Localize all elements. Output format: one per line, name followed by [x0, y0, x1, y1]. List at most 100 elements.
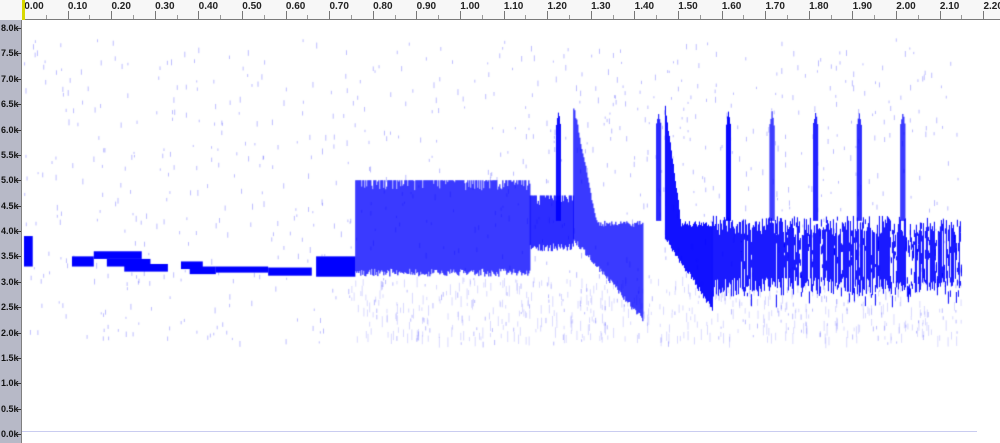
frequency-axis: 8.0k 7.5k 7.0k 6.5k 6.0k 5.5k 5.0k 4.5k 4.0k 3.5k… — [0, 20, 22, 443]
frequency-tick — [16, 205, 21, 207]
time-tick-label: 1.50 — [678, 1, 698, 12]
time-tick — [285, 11, 287, 19]
time-tick — [67, 11, 69, 19]
time-tick — [983, 11, 985, 19]
time-tick-label: 0.20 — [111, 1, 131, 12]
time-tick-label: 0.10 — [67, 1, 88, 12]
time-tick-label: 1.90 — [852, 1, 873, 12]
frequency-tick-label: 4.0k — [1, 226, 19, 236]
time-minor-tick — [263, 15, 265, 19]
time-minor-tick — [89, 15, 91, 19]
frequency-tick-label: 3.0k — [1, 276, 19, 287]
frequency-tick-label: 1.5k — [1, 352, 19, 363]
time-tick-label: 0.60 — [285, 1, 306, 12]
frequency-tick — [16, 434, 21, 435]
frequency-tick — [16, 129, 21, 131]
time-tick-label: 0.00 — [24, 1, 44, 12]
time-tick — [242, 11, 243, 19]
frequency-tick-label: 1.0k — [1, 378, 19, 389]
frequency-tick-label: 6.0k — [1, 124, 19, 135]
time-tick — [721, 11, 723, 19]
frequency-tick-label: 3.5k — [1, 251, 19, 262]
time-tick-label: 1.00 — [460, 1, 480, 12]
frequency-tick-label: 2.5k — [1, 302, 19, 313]
time-minor-tick — [917, 15, 919, 19]
time-minor-tick — [699, 15, 701, 19]
time-minor-tick — [743, 15, 745, 19]
frequency-tick-label: 0.0k — [1, 429, 19, 439]
time-tick — [939, 11, 941, 19]
time-minor-tick — [176, 15, 178, 19]
time-tick — [590, 11, 592, 19]
frequency-tick-label: 7.5k — [1, 48, 19, 59]
frequency-tick — [16, 78, 21, 80]
frequency-tick — [16, 281, 21, 283]
time-ruler[interactable]: 0.00 0.10 0.20 0.30 0.40 0.50 0.60 0.70 0.80 0.90… — [0, 0, 1000, 20]
time-tick-label: 0.70 — [329, 1, 349, 12]
time-minor-tick — [874, 15, 876, 19]
time-minor-tick — [612, 15, 614, 19]
time-minor-tick — [220, 15, 222, 19]
frequency-tick-label: 8.0k — [1, 23, 19, 33]
frequency-tick — [16, 28, 21, 29]
time-minor-tick — [525, 15, 527, 19]
frequency-tick — [16, 307, 21, 309]
time-tick — [852, 11, 854, 19]
frequency-tick — [16, 231, 21, 232]
time-tick — [808, 11, 810, 19]
time-tick-label: 0.80 — [373, 1, 393, 12]
play-position-marker[interactable] — [22, 0, 25, 20]
frequency-tick-label: 7.0k — [1, 73, 19, 84]
time-tick-label: 2.10 — [939, 1, 960, 12]
time-tick-label: 2.00 — [896, 1, 916, 12]
frequency-tick — [16, 357, 21, 359]
noise-floor-line — [22, 431, 977, 432]
time-minor-tick — [481, 15, 483, 19]
frequency-tick — [16, 408, 21, 410]
time-tick — [154, 11, 156, 19]
frequency-tick-label: 4.5k — [1, 200, 19, 211]
time-minor-tick — [394, 15, 396, 19]
time-tick-label: 1.60 — [721, 1, 742, 12]
time-minor-tick — [351, 15, 352, 19]
time-tick-label: 1.80 — [809, 1, 829, 12]
time-tick — [765, 11, 767, 19]
time-tick — [198, 11, 200, 19]
time-tick-label: 1.70 — [765, 1, 785, 12]
time-tick — [503, 11, 505, 19]
frequency-tick-label: 5.5k — [1, 149, 19, 160]
time-minor-tick — [830, 15, 832, 19]
time-tick — [329, 11, 331, 19]
time-tick — [416, 11, 418, 19]
time-tick — [678, 11, 679, 19]
frequency-tick — [16, 383, 21, 385]
frequency-tick-label: 5.0k — [1, 175, 19, 186]
time-minor-tick — [961, 15, 963, 19]
time-tick — [372, 11, 374, 19]
frequency-tick — [16, 180, 21, 182]
time-minor-tick — [787, 15, 788, 19]
frequency-tick-label: 6.5k — [1, 99, 19, 110]
time-tick-label: 1.40 — [634, 1, 655, 12]
time-minor-tick — [656, 15, 658, 19]
frequency-tick — [16, 256, 21, 258]
ruler-baseline — [22, 19, 1000, 20]
time-tick-label: 1.20 — [547, 1, 567, 12]
time-minor-tick — [569, 15, 570, 19]
frequency-tick — [16, 154, 21, 156]
time-tick-label: 0.40 — [198, 1, 219, 12]
time-tick-label: 0.30 — [155, 1, 175, 12]
frequency-tick — [16, 332, 21, 334]
frequency-tick-label: 0.5k — [1, 403, 19, 414]
time-tick-label: 0.50 — [242, 1, 262, 12]
time-tick — [460, 11, 461, 19]
time-tick — [896, 11, 897, 19]
time-tick-label: 2.20 — [983, 1, 1000, 12]
spectrogram-view[interactable] — [22, 20, 1000, 443]
time-tick-label: 0.90 — [416, 1, 437, 12]
frequency-tick — [16, 104, 21, 106]
time-minor-tick — [438, 15, 440, 19]
time-tick — [111, 11, 113, 19]
frequency-tick — [16, 53, 21, 55]
